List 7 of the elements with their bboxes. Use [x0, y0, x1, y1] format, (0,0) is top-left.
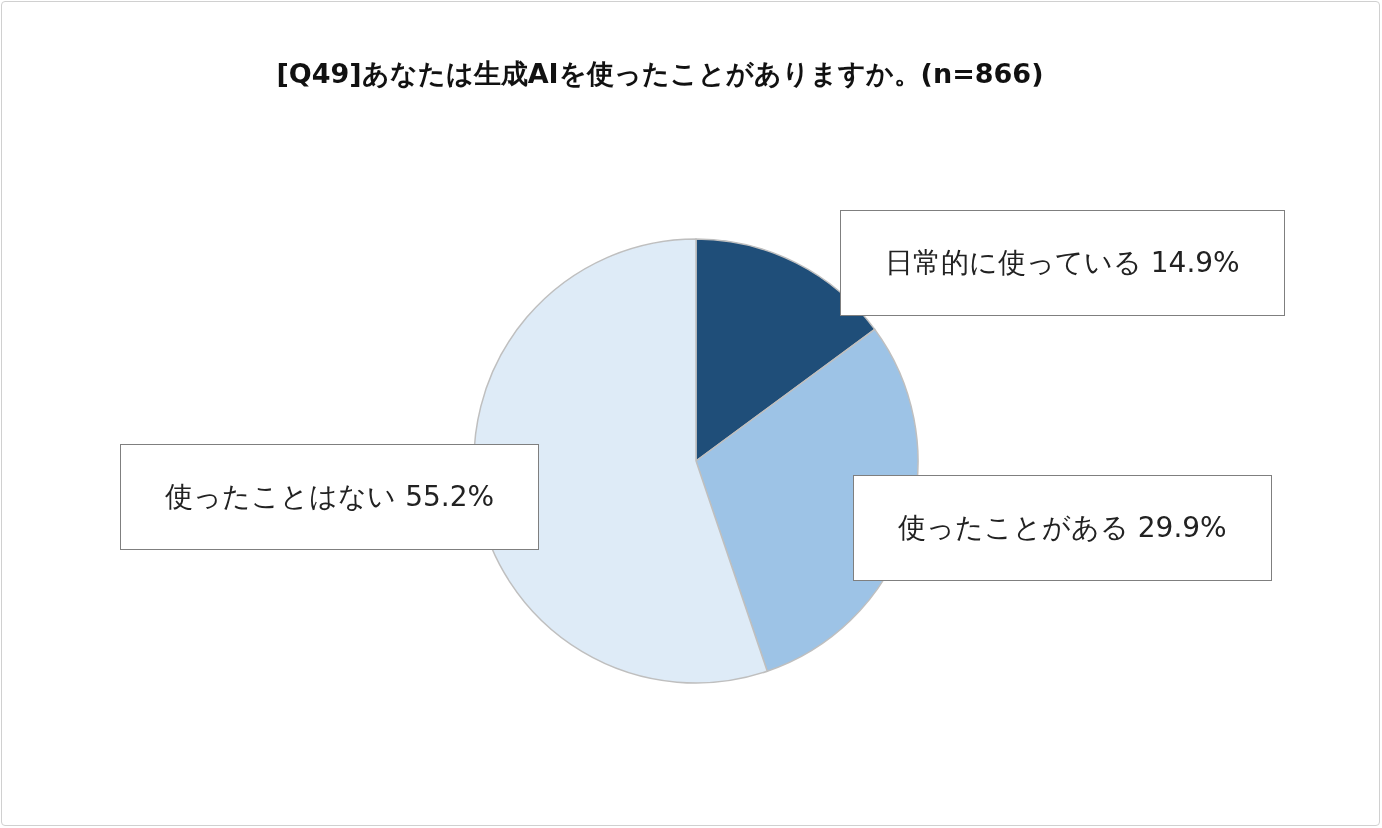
- slice-label: 日常的に使っている: [884, 245, 1142, 279]
- slice-label: 使ったことはない: [165, 480, 397, 514]
- chart-title: [Q49]あなたは生成AIを使ったことがありますか。(n=866): [275, 57, 1045, 91]
- data-label: 29.9%: [1137, 510, 1227, 544]
- slice-label: 使ったことがある: [897, 510, 1129, 544]
- data-label: 55.2%: [405, 480, 495, 514]
- data-label: 14.9%: [1150, 245, 1240, 279]
